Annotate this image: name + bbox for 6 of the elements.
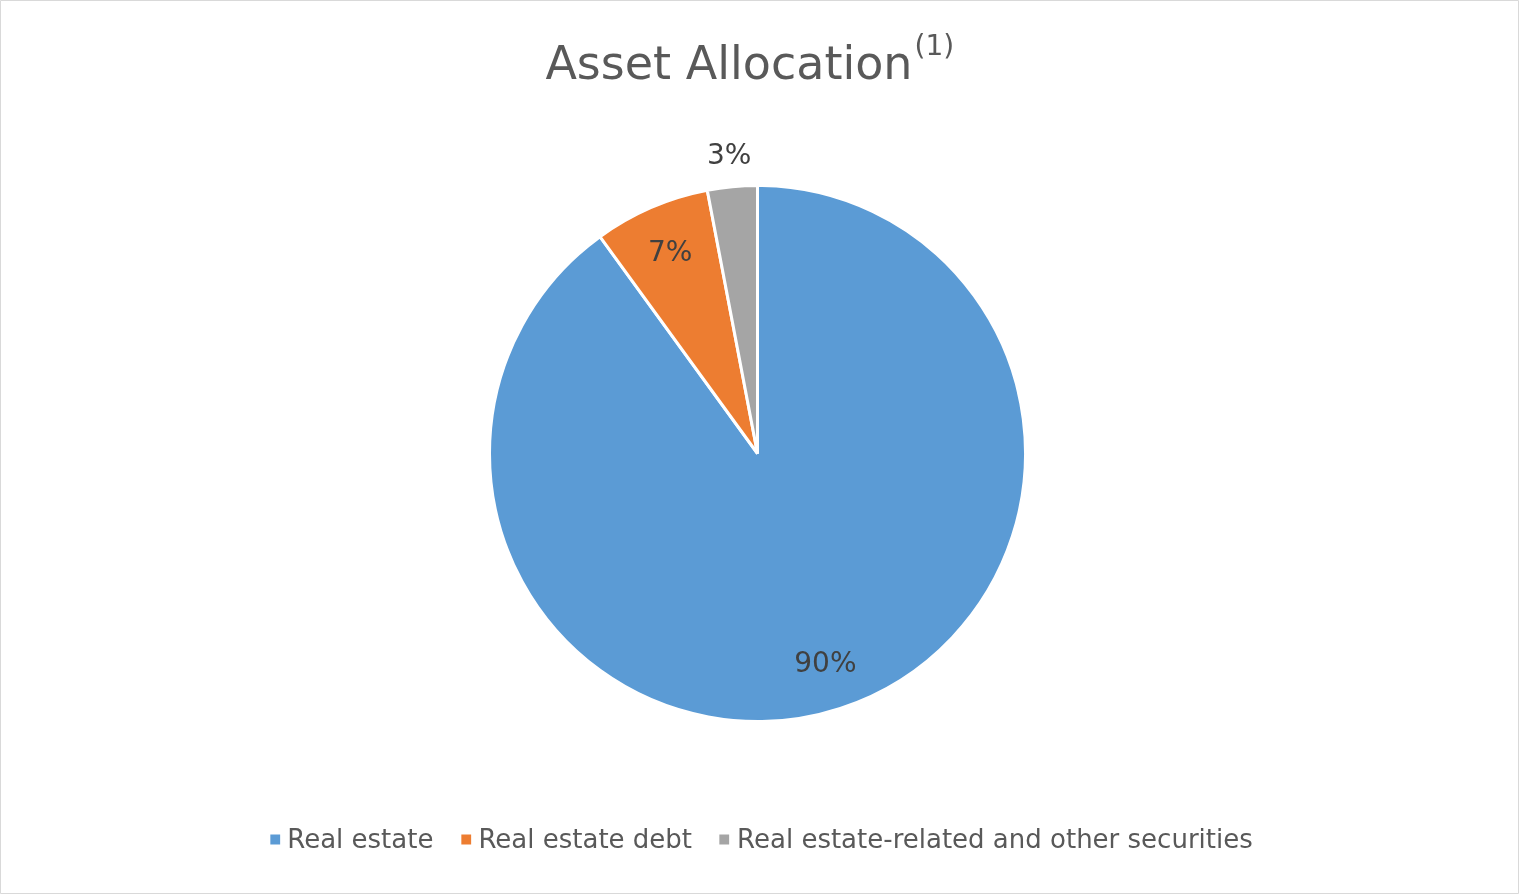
- data-label: 90%: [794, 646, 857, 679]
- data-label: 7%: [648, 235, 693, 269]
- legend-label: Real estate debt: [478, 824, 693, 854]
- data-label: 3%: [707, 138, 752, 172]
- legend-label: Real estate: [287, 824, 434, 854]
- legend-label: Real estate-related and other securities: [737, 824, 1253, 854]
